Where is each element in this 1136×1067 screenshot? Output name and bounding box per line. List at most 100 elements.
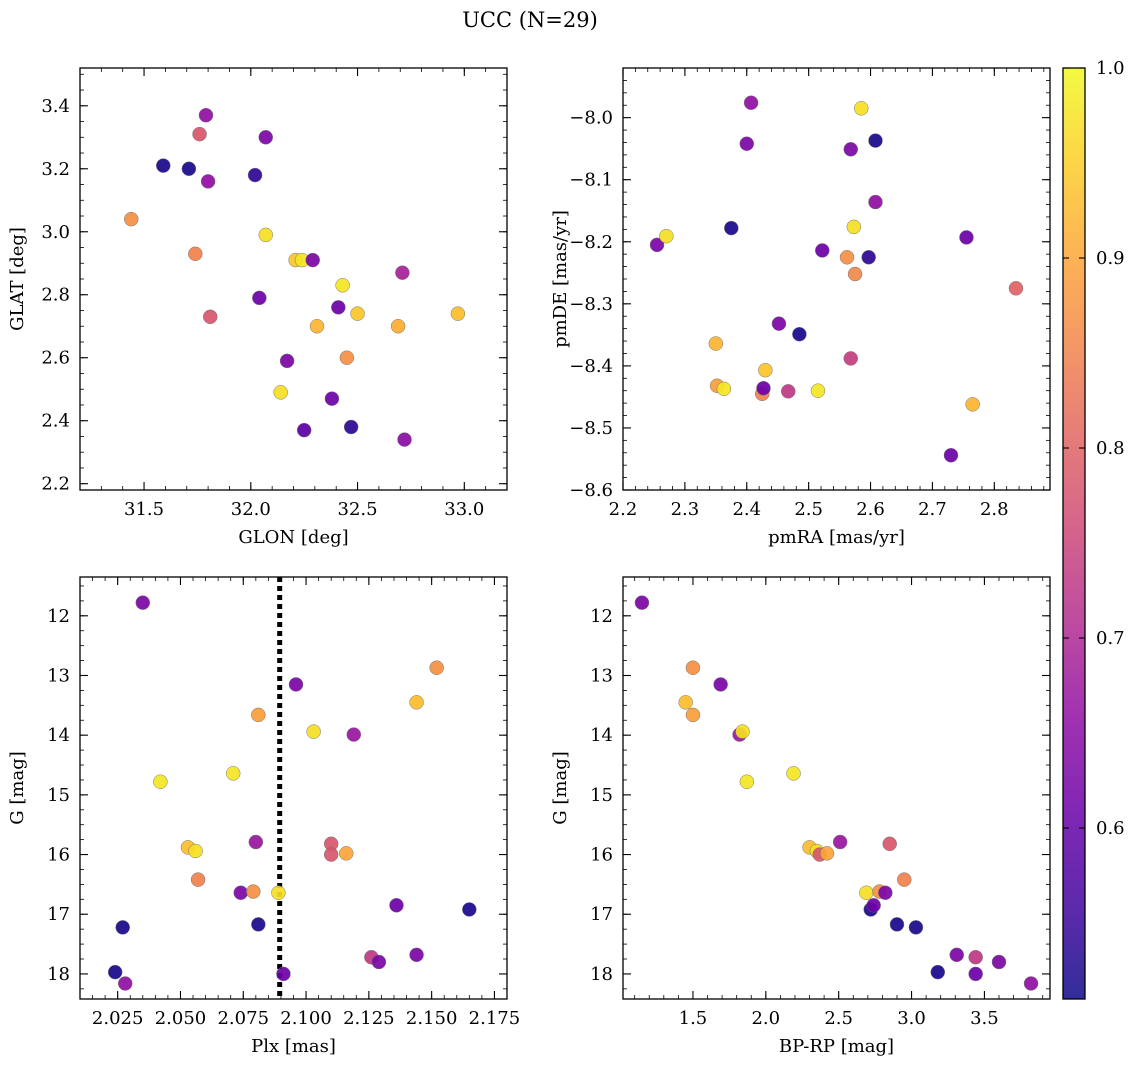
y-tick-label: −8.0 [569,108,613,129]
x-tick-label: 2.050 [155,1008,207,1029]
scatter-point [273,385,288,400]
y-tick-label: 16 [47,845,70,866]
scatter-point [713,677,728,692]
x-tick-label: 2.175 [469,1008,521,1029]
scatter-point [271,885,286,901]
scatter-point [251,707,266,723]
x-axis-label: GLON [deg] [238,527,348,548]
scatter-point [309,318,325,334]
scatter-point [930,964,946,980]
x-tick-label: 3.5 [970,1008,999,1029]
y-tick-label: 17 [47,904,70,925]
scatter-point [810,383,826,398]
y-tick-label: 16 [590,845,613,866]
scatter-point [279,353,295,369]
y-tick-label: 2.4 [41,411,70,432]
scatter-point [832,834,848,850]
scatter-point [758,362,773,378]
x-tick-label: 1.5 [679,1008,708,1029]
scatter-point [350,306,365,321]
scatter-point [107,964,123,980]
x-tick-label: 2.4 [732,499,761,520]
y-tick-label: 12 [47,606,70,627]
scatter-point [331,300,346,315]
scatter-point [708,336,724,351]
scatter-point [181,161,197,177]
scatter-point [756,380,771,396]
x-tick-label: 3.0 [897,1008,926,1029]
scatter-point [276,966,291,982]
scatter-point [685,660,701,675]
scatter-point [335,278,350,293]
scatter-point [248,834,264,850]
y-tick-label: −8.4 [569,356,613,377]
scatter-point [156,158,171,173]
x-axis-label: pmRA [mas/yr] [768,527,905,548]
scatter-point [685,707,701,723]
x-tick-label: 2.025 [92,1008,144,1029]
scatter-point [878,885,893,901]
scatter-point [339,350,355,365]
axes-frame [79,67,508,491]
y-tick-label: 14 [590,725,613,746]
y-tick-label: 15 [590,785,613,806]
colorbar-tick-label: 0.8 [1096,438,1125,459]
scatter-point [296,422,312,438]
x-tick-label: 2.0 [751,1008,780,1029]
scatter-point [246,884,261,899]
x-tick-label: 31.5 [124,499,164,520]
scatter-point [135,595,151,610]
axes-frame [622,576,1051,1000]
x-tick-label: 2.150 [406,1008,458,1029]
scatter-point [965,397,980,412]
scatter-point [968,949,983,965]
scatter-point [839,250,855,265]
scatter-point [739,774,755,789]
scatter-point [846,219,862,235]
x-tick-label: 2.6 [856,499,885,520]
panels-group: 31.5 32.0 32.5 33.0 2.2 2.4 2.6 2.8 3.0 3.2 3.4 GLO… [7,67,1051,1057]
scatter-point [117,976,133,991]
figure-title: UCC (N=29) [462,8,598,32]
scatter-point [343,419,359,435]
scatter-point [771,316,787,331]
scatter-point [949,947,964,963]
scatter-point [1023,976,1039,991]
axes-frame [79,576,508,1000]
y-tick-label: −8.5 [569,418,613,439]
scatter-point [968,966,983,982]
scatter-point [305,252,320,268]
x-axis-label: Plx [mas] [251,1036,336,1057]
y-tick-label: −8.1 [569,170,613,191]
scatter-point [815,243,830,258]
y-tick-label: 2.2 [41,474,70,495]
colorbar-frame [1062,67,1086,1000]
x-tick-label: 2.075 [217,1008,269,1029]
axes-frame [622,67,1051,491]
x-tick-label: 32.5 [338,499,378,520]
scatter-point [323,847,339,862]
scatter-point [724,220,739,236]
colorbar: 0.6 0.7 0.8 0.9 1.0 [1062,58,1125,1000]
scatter-point [397,432,412,447]
y-tick-label: 13 [47,665,70,686]
scatter-point [649,237,665,253]
scatter-point [409,947,424,963]
scatter-point [889,917,905,932]
scatter-point [371,954,387,970]
x-tick-label: 2.125 [343,1008,395,1029]
scatter-point [659,228,674,244]
scatter-point [843,351,858,366]
scatter-point [450,306,466,321]
scatter-point [819,846,835,861]
y-tick-label: −8.3 [569,294,613,315]
panel-cmd: 1.5 2.0 2.5 3.0 3.5 12 13 14 15 16 17 18 BP-RP [mag]… [550,576,1051,1057]
scatter-point [258,130,273,145]
x-tick-label: 2.8 [980,499,1009,520]
scatter-point [739,136,755,151]
scatter-point [786,766,801,781]
scatter-point [861,250,876,265]
scatter-point [258,227,273,243]
colorbar-tick-label: 0.9 [1096,248,1125,269]
y-tick-label: −8.6 [569,480,613,501]
